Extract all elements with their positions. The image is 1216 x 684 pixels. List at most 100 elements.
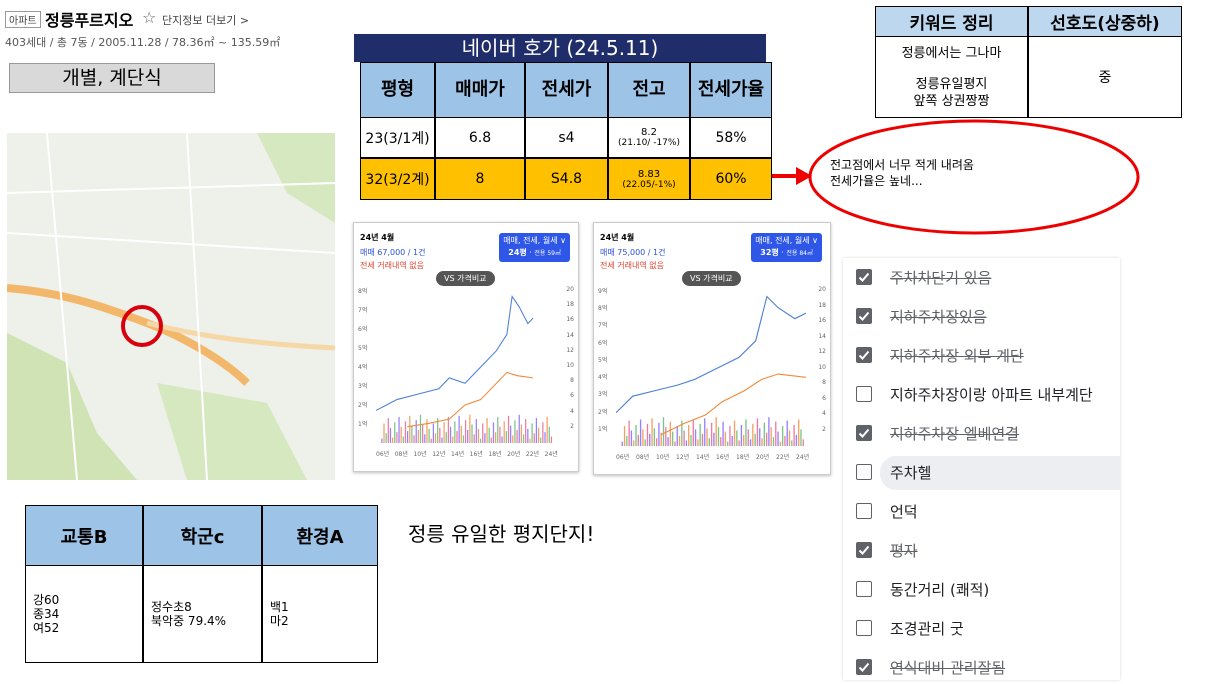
cell: 60% [690,158,772,200]
cell: 전세가율 [690,62,772,118]
y2-tick-label: 10 [818,363,826,371]
period: 24년 4월 [360,233,395,242]
value: 8.83 [637,168,661,180]
badge: 아파트 [5,11,41,28]
cell: 중 [1028,36,1182,118]
checkbox[interactable] [856,308,872,324]
x-tick-label: 06년 [616,454,630,461]
y2-tick-label: 8 [822,379,826,386]
jeonse: 전세 거래내역 없음 [360,261,424,270]
score-item: 마2 [270,614,289,628]
check-item: 지하주차장이랑 아파트 내부계단 [890,386,1093,404]
more-link[interactable]: 단지정보 더보기 > [162,14,250,27]
checkbox[interactable] [856,659,872,675]
cell: 58% [690,117,772,158]
plot [376,294,553,443]
checkbox[interactable] [856,425,872,441]
header: 매매가 [455,79,505,100]
x-tick-label: 18년 [488,451,502,458]
checkbox[interactable] [856,620,872,636]
checkbox[interactable] [856,503,872,519]
y-tick-label: 1억 [598,425,608,433]
y2-tick-label: 16 [566,316,574,324]
x-tick-label: 14년 [450,451,465,458]
x-tick-label: 20년 [507,451,521,458]
y-tick-label: 8억 [358,288,368,295]
check-item: 지하주차장 엘베연결 [890,425,1019,443]
star[interactable]: ☆ [142,8,157,27]
y2-tick-label: 18 [818,301,826,309]
info: 403세대 / 총 7동 / 2005.11.28 / 78.36㎡ ~ 135… [5,36,281,49]
title: 정릉푸르지오 [45,11,134,30]
size-row: 24평 · 전용 59㎡ [508,248,561,257]
header: 선호도(상중하) [1050,14,1160,34]
cell: 23(3/1계) [360,117,435,158]
filter[interactable]: 매매, 전세, 월세 ∨ 24평 · 전용 59㎡ [499,233,570,262]
check-item: 주차차단기 있음 [890,269,992,287]
note-line: 전고점에서 너무 적게 내려옴 [830,158,974,172]
y-tick-label: 3억 [358,383,368,390]
value: 8 [475,171,485,187]
check [858,545,870,555]
cell: 강60 종34 여52 [25,565,143,663]
y-tick-label: 6억 [598,339,608,347]
y-tick-label: 6억 [358,326,368,333]
header: 학군c [180,526,225,548]
header: 평형 [380,79,415,100]
cell: 백1 마2 [262,565,378,663]
header: 전고 [632,79,666,100]
header: 키워드 정리 [909,14,994,34]
checkbox[interactable] [856,269,872,285]
compare[interactable]: VS 가격비교 [682,271,741,286]
x-tick-label: 12년 [432,451,446,458]
cell: 교통B [25,505,143,566]
y2-tick-label: 6 [570,392,574,400]
keyword: 정릉에서는 그나마 [901,45,1002,61]
y-tick-label: 7억 [358,307,368,314]
cell: 8.83 (22.05/-1%) [608,158,690,200]
size-row: 32평 · 전용 84㎡ [760,248,813,257]
price-chart: 24년 4월 매매 75,000 / 1건 전세 거래내역 없음 매매, 전세, 월세… [593,222,831,475]
checkbox[interactable] [856,542,872,558]
y-tick-label: 8억 [598,305,608,313]
x-tick-label: 10년 [413,451,427,458]
checkbox[interactable] [856,464,872,480]
checkbox[interactable] [856,386,872,402]
checkbox[interactable] [856,581,872,597]
checkbox[interactable] [856,347,872,363]
x-tick-label: 14년 [696,454,710,461]
x-tick-label: 22년 [525,451,540,458]
cell: 전고 [608,62,690,118]
jeonse: 전세 거래내역 없음 [600,261,664,270]
filter[interactable]: 매매, 전세, 월세 ∨ 32평 · 전용 84㎡ [751,233,822,262]
y2-tick-label: 8 [570,377,574,385]
x-tick-label: 16년 [716,454,730,461]
check [858,350,870,360]
check-item: 지하주차장있음 [890,308,987,326]
area: 전용 84㎡ [786,250,813,257]
cell: 8.2 (21.10/ -17%) [608,117,690,158]
y-tick-label: 5억 [358,345,368,352]
check [858,311,870,321]
note-line: 전세가율은 높네... [830,174,923,188]
y2-tick-label: 12 [566,346,574,354]
check-item: 언덕 [890,503,918,521]
y-tick-label: 9억 [598,288,608,295]
y-tick-label: 4억 [598,374,608,382]
cell: 6.8 [435,117,525,158]
y-tick-label: 1억 [358,421,368,428]
cell: 키워드 정리 [875,6,1028,37]
check-item: 주차헬 [890,464,932,482]
x-tick-label: 08년 [636,454,650,461]
score-item: 북악중 79.4% [151,614,227,628]
x-tick-label: 16년 [469,451,483,458]
x-tick-label: 08년 [394,451,408,458]
filter-label: 매매, 전세, 월세 ∨ [503,236,566,245]
y-tick-label: 5억 [598,356,608,364]
compare[interactable]: VS 가격비교 [436,271,495,286]
y-tick-label: 7억 [598,322,608,330]
check-item: 동간거리 (쾌적) [890,581,990,599]
y-tick-label: 3억 [598,391,608,399]
score-item: 정수초8 [151,600,192,614]
